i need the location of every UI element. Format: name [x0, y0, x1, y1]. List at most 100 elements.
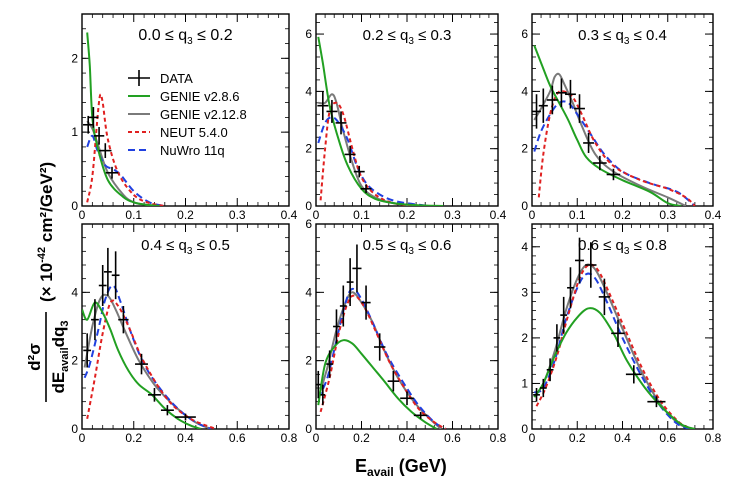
ylabel-numerator: d²σ — [25, 343, 44, 371]
panel-title: 0.5 ≤ q3 ≤ 0.6 — [363, 237, 452, 257]
x-tick-label: 0.1 — [569, 208, 586, 222]
x-tick-label: 0.4 — [490, 208, 507, 222]
data-point — [111, 251, 120, 300]
series-neut-line — [537, 90, 696, 206]
data-point — [98, 265, 107, 306]
panel-5: 0 0.2 0.4 0.6 0.8 0 2 4 6 0.5 ≤ q3 ≤ 0.6 — [305, 217, 506, 445]
x-tick-label: 0.6 — [444, 431, 461, 445]
data-point — [361, 285, 371, 320]
y-tick-label: 2 — [521, 142, 528, 156]
data-point — [539, 378, 547, 398]
panels: 0 0.1 0.2 0.3 0.4 0 1 2 0.0 ≤ q3 ≤ 0.2 0 0.1 0.2 0.3… — [71, 13, 722, 445]
y-tick-label: 6 — [305, 27, 312, 41]
legend-entry-genie286: GENIE v2.8.6 — [128, 89, 239, 104]
data-point — [538, 88, 548, 123]
series-genie286-line — [533, 45, 682, 206]
x-tick-label: 0.4 — [281, 208, 298, 222]
y-tick-label: 6 — [521, 27, 528, 41]
x-tick-label: 0.1 — [125, 208, 142, 222]
x-tick-label: 0.3 — [659, 208, 676, 222]
curves — [82, 247, 217, 429]
data-point — [335, 111, 347, 135]
x-tick-label: 0.4 — [614, 431, 631, 445]
y-tick-label: 2 — [71, 51, 78, 65]
data-point — [553, 324, 561, 352]
data-point — [160, 405, 174, 416]
data-point — [326, 99, 338, 123]
x-tick-label: 0.2 — [125, 431, 142, 445]
series-genie286-line — [317, 36, 444, 206]
data-point — [560, 296, 568, 334]
series-genie286-line — [86, 32, 160, 206]
data-point — [175, 413, 196, 421]
data-point — [317, 91, 329, 121]
data-point — [546, 358, 554, 382]
data-point — [333, 309, 340, 344]
x-tick-label: 0.2 — [569, 431, 586, 445]
legend-entry-data: DATA — [128, 70, 193, 86]
panel-frame — [81, 223, 290, 430]
series-nuwro-line — [317, 116, 430, 206]
data-point — [606, 168, 621, 181]
panel-1: 0 0.1 0.2 0.3 0.4 0 1 2 0.0 ≤ q3 ≤ 0.2 — [71, 13, 298, 222]
x-tick-label: 0.1 — [353, 208, 370, 222]
data-point — [593, 155, 607, 171]
curves — [316, 244, 447, 429]
series-genie2128-line — [533, 72, 687, 206]
data-point — [105, 166, 119, 179]
data-point — [346, 258, 354, 306]
data-point — [647, 396, 666, 408]
y-tick-label: 0 — [305, 422, 312, 436]
data-point — [360, 184, 372, 194]
legend-label: NuWro 11q — [160, 143, 225, 158]
legend-entry-genie2128: GENIE v2.12.8 — [128, 107, 247, 122]
series-genie286-line — [317, 339, 438, 429]
y-tick-label: 4 — [521, 240, 528, 254]
data-point — [574, 237, 585, 284]
curves — [532, 45, 696, 206]
data-point — [147, 388, 161, 402]
y-tick-label: 4 — [521, 84, 528, 98]
legend-label: DATA — [160, 71, 193, 86]
data-point — [555, 78, 567, 108]
panel-title: 0.2 ≤ q3 ≤ 0.3 — [363, 27, 452, 47]
data-point — [135, 353, 148, 375]
x-tick-label: 0 — [529, 208, 536, 222]
x-tick-label: 0.8 — [281, 431, 298, 445]
x-tick-label: 0.2 — [177, 208, 194, 222]
legend: DATA GENIE v2.8.6 GENIE v2.12.8 NEUT 5.4.0 N… — [128, 70, 247, 158]
x-tick-label: 0.4 — [177, 431, 194, 445]
y-tick-label: 2 — [305, 142, 312, 156]
data-point — [83, 333, 92, 368]
data-point — [574, 94, 585, 123]
data-point — [413, 411, 428, 419]
series-nuwro-line — [533, 100, 696, 206]
x-tick-label: 0.2 — [399, 208, 416, 222]
panel-title: 0.6 ≤ q3 ≤ 0.8 — [578, 237, 667, 257]
data-point — [326, 350, 334, 378]
panel-title: 0.0 ≤ q3 ≤ 0.2 — [138, 27, 232, 47]
data-point — [103, 247, 112, 296]
y-tick-label: 3 — [521, 285, 528, 299]
x-axis-label: Eavail (GeV) — [355, 456, 447, 479]
data-point — [532, 94, 542, 129]
ylabel-units: (× 10-42 cm²/GeV²) — [36, 162, 56, 302]
data-point — [353, 165, 365, 178]
x-tick-label: 0.2 — [614, 208, 631, 222]
y-tick-label: 2 — [71, 354, 78, 368]
y-tick-label: 1 — [71, 125, 78, 139]
panel-title: 0.4 ≤ q3 ≤ 0.5 — [141, 237, 230, 257]
y-tick-label: 0 — [521, 422, 528, 436]
y-tick-label: 0 — [71, 199, 78, 213]
x-tick-label: 0 — [529, 431, 536, 445]
data-point — [339, 285, 347, 327]
data-point — [118, 306, 129, 334]
x-tick-label: 0.3 — [444, 208, 461, 222]
data-point — [585, 242, 597, 288]
data-point — [611, 319, 625, 347]
series-genie286-line — [533, 307, 696, 429]
data-point — [565, 79, 576, 109]
data-point — [83, 115, 94, 134]
data-point — [316, 370, 321, 399]
panel-6: 0 0.2 0.4 0.6 0.8 0 1 2 3 4 0.6 ≤ q3 ≤ 0.8 — [521, 223, 722, 445]
